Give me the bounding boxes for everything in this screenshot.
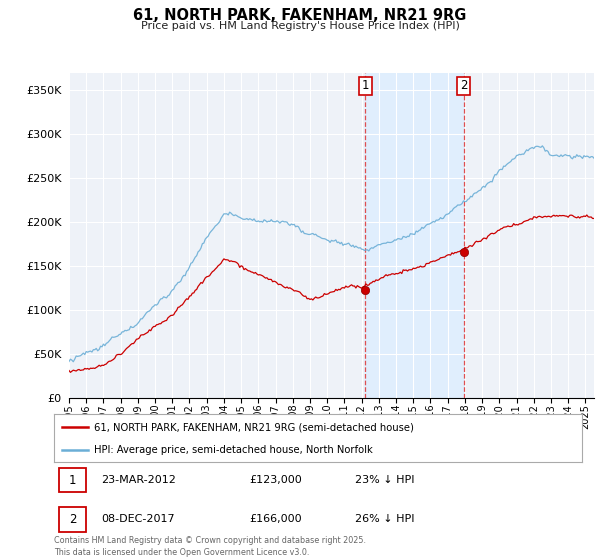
FancyBboxPatch shape	[59, 468, 86, 492]
Text: Price paid vs. HM Land Registry's House Price Index (HPI): Price paid vs. HM Land Registry's House …	[140, 21, 460, 31]
Text: 2: 2	[69, 513, 76, 526]
Text: 61, NORTH PARK, FAKENHAM, NR21 9RG: 61, NORTH PARK, FAKENHAM, NR21 9RG	[133, 8, 467, 24]
Text: £166,000: £166,000	[250, 515, 302, 525]
Text: HPI: Average price, semi-detached house, North Norfolk: HPI: Average price, semi-detached house,…	[94, 445, 373, 455]
Text: Contains HM Land Registry data © Crown copyright and database right 2025.
This d: Contains HM Land Registry data © Crown c…	[54, 536, 366, 557]
Text: 08-DEC-2017: 08-DEC-2017	[101, 515, 175, 525]
Text: 23-MAR-2012: 23-MAR-2012	[101, 475, 176, 485]
Text: 1: 1	[69, 474, 76, 487]
FancyBboxPatch shape	[59, 507, 86, 531]
Text: £123,000: £123,000	[250, 475, 302, 485]
Bar	[365, 73, 464, 398]
Text: 23% ↓ HPI: 23% ↓ HPI	[355, 475, 415, 485]
Text: 1: 1	[362, 80, 369, 92]
Text: 26% ↓ HPI: 26% ↓ HPI	[355, 515, 415, 525]
Text: 61, NORTH PARK, FAKENHAM, NR21 9RG (semi-detached house): 61, NORTH PARK, FAKENHAM, NR21 9RG (semi…	[94, 422, 413, 432]
Text: 2: 2	[460, 80, 467, 92]
